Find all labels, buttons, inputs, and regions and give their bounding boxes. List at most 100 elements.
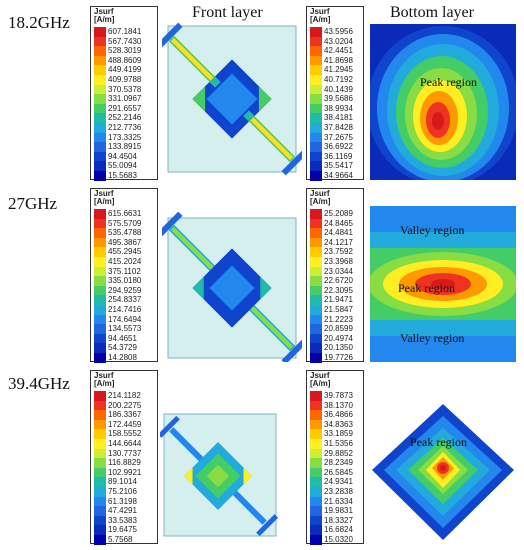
legend-title-quantity: Jsurf (94, 7, 114, 16)
legend-swatch (94, 228, 106, 238)
legend-swatch (94, 237, 106, 248)
legend-swatch (94, 333, 106, 344)
legend-swatch (94, 506, 106, 516)
legend-value: 54.3729 (108, 343, 137, 353)
legend-color-scale (94, 209, 106, 363)
legend-value: 34.8363 (324, 419, 353, 429)
legend-value: 133.8915 (108, 142, 142, 152)
legend-swatch (94, 142, 106, 152)
legend-value: 94.4651 (108, 333, 137, 343)
legend-value: 291.6557 (108, 103, 142, 113)
bottom-heatmap-18ghz: Peak region (370, 24, 516, 180)
legend-swatch (310, 84, 322, 95)
legend-swatch (310, 55, 322, 66)
legend-value: 28.2349 (324, 458, 353, 468)
legend-swatch (310, 438, 322, 449)
legend-value: 75.2106 (108, 486, 137, 496)
freq-label-3: 39.4GHz (8, 374, 70, 393)
legend-swatch (310, 343, 322, 353)
legend-title-quantity: Jsurf (94, 189, 114, 198)
legend-swatch (94, 276, 106, 286)
legend-swatch (310, 324, 322, 334)
legend-value: 35.5417 (324, 161, 353, 171)
legend-value: 41.2945 (324, 65, 353, 75)
legend-value: 134.5573 (108, 324, 142, 334)
legend-value: 567.7430 (108, 36, 142, 46)
legend-value: 294.9259 (108, 285, 142, 295)
legend-bottom-18ghz: Jsurf [A/m] 43.5956 43.0204 42.4451 41.8698 41… (306, 6, 364, 181)
region-label: Peak region (410, 435, 467, 449)
legend-swatch (94, 525, 106, 535)
legend-swatch (310, 161, 322, 171)
legend-value: 43.5956 (324, 27, 353, 36)
legend-swatch (310, 218, 322, 229)
region-label: Peak region (420, 75, 477, 89)
legend-swatch (94, 515, 106, 526)
legend-value: 20.4974 (324, 333, 353, 343)
legend-value: 26.5845 (324, 467, 353, 477)
legend-value: 39.5686 (324, 94, 353, 104)
legend-value: 61.3198 (108, 496, 137, 506)
legend-value: 22.3095 (324, 285, 353, 295)
legend-color-scale (310, 391, 322, 545)
legend-swatch (94, 55, 106, 66)
legend-value: 200.2275 (108, 400, 142, 410)
legend-value: 144.6644 (108, 438, 142, 448)
legend-value: 19.6475 (108, 525, 137, 535)
legend-swatch (94, 94, 106, 104)
legend-swatch (310, 74, 322, 85)
legend-value: 16.6824 (324, 525, 353, 535)
bottom-layer-header: Bottom layer (390, 4, 474, 21)
region-label: Peak region (398, 281, 455, 295)
legend-value: 21.2223 (324, 314, 353, 324)
legend-value: 36.6922 (324, 142, 353, 152)
legend-swatch (94, 113, 106, 123)
legend-value: 33.5383 (108, 515, 137, 525)
legend-value: 37.2675 (324, 132, 353, 142)
legend-value: 102.9921 (108, 467, 142, 477)
legend-value: 24.9341 (324, 477, 353, 487)
legend-swatch (94, 410, 106, 420)
legend-value: 38.1370 (324, 400, 353, 410)
legend-value: 24.4841 (324, 228, 353, 238)
legend-swatch (310, 352, 322, 363)
legend-value: 42.4451 (324, 46, 353, 56)
legend-swatch (94, 486, 106, 497)
legend-title-unit: [A/m] (310, 15, 331, 24)
legend-swatch (310, 247, 322, 257)
legend-color-scale (310, 209, 322, 363)
legend-swatch (310, 103, 322, 114)
legend-swatch (310, 27, 322, 37)
legend-swatch (310, 506, 322, 516)
legend-value: 174.6494 (108, 314, 142, 324)
legend-title-unit: [A/m] (310, 379, 331, 388)
legend-swatch (94, 132, 106, 143)
legend-swatch (94, 324, 106, 334)
legend-value: 214.7416 (108, 304, 142, 314)
legend-value: 40.7192 (324, 74, 353, 84)
legend-value: 39.7873 (324, 391, 353, 400)
legend-value: 37.8428 (324, 122, 353, 132)
legend-swatch (94, 438, 106, 449)
legend-swatch (310, 333, 322, 344)
legend-value: 19.9831 (324, 506, 353, 516)
legend-value: 130.7737 (108, 448, 142, 458)
front-plot-18ghz (162, 22, 302, 176)
legend-swatch (310, 36, 322, 47)
legend-swatch (94, 84, 106, 95)
legend-title-quantity: Jsurf (310, 189, 330, 198)
legend-value: 607.1841 (108, 27, 142, 36)
front-plot-39ghz (160, 413, 279, 537)
legend-swatch (310, 477, 322, 487)
legend-swatch (94, 122, 106, 133)
legend-value: 19.7726 (324, 352, 353, 362)
legend-title-quantity: Jsurf (310, 371, 330, 380)
legend-swatch (94, 314, 106, 325)
legend-value: 94.4504 (108, 151, 137, 161)
legend-values: 39.7873 38.1370 36.4866 34.8363 33.1859 31.53… (324, 391, 353, 545)
legend-value: 615.6631 (108, 209, 142, 218)
legend-swatch (94, 103, 106, 114)
bottom-heatmap-39ghz: Peak region (370, 402, 516, 542)
legend-title-unit: [A/m] (94, 197, 115, 206)
legend-value: 41.8698 (324, 55, 353, 65)
